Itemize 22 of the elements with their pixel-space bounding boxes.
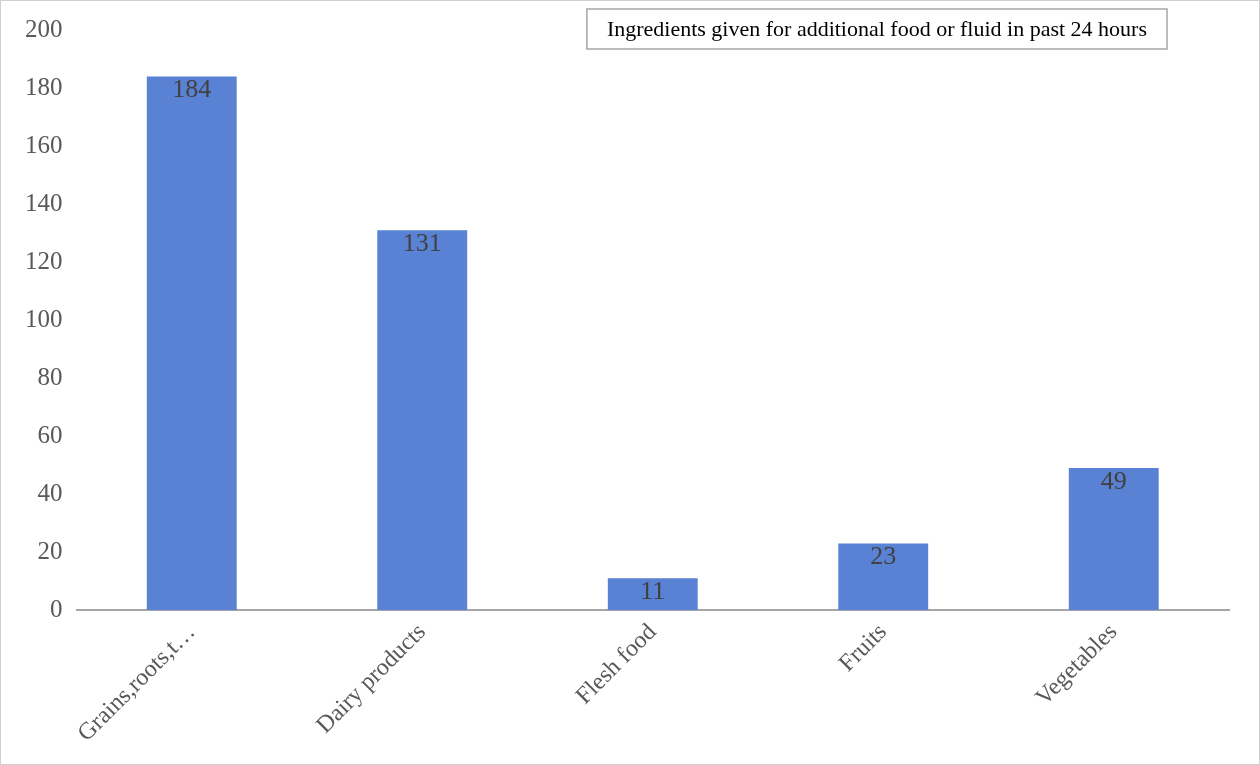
- y-tick-label: 180: [25, 72, 63, 100]
- data-label: 131: [402, 228, 442, 258]
- chart-title: Ingredients given for additional food or fluid in past 24 hours: [606, 15, 1148, 41]
- data-label: 23: [870, 541, 897, 571]
- bar: [1068, 468, 1159, 611]
- y-tick-label: 20: [37, 536, 63, 564]
- y-tick-label: 200: [25, 14, 63, 42]
- data-label: 184: [172, 74, 212, 104]
- y-tick-label: 120: [25, 246, 63, 274]
- y-tick-label: 160: [25, 130, 63, 158]
- bar: [607, 578, 698, 611]
- y-tick-label: 100: [25, 304, 63, 332]
- y-tick-label: 60: [37, 420, 63, 448]
- data-label: 11: [640, 576, 666, 606]
- y-tick-label: 140: [25, 188, 63, 216]
- bar: [838, 543, 929, 611]
- y-tick-label: 80: [37, 362, 63, 390]
- y-tick-label: 0: [50, 594, 63, 622]
- bar: [146, 76, 237, 611]
- y-tick-label: 40: [37, 478, 63, 506]
- bar: [377, 230, 468, 611]
- data-label: 49: [1100, 465, 1127, 495]
